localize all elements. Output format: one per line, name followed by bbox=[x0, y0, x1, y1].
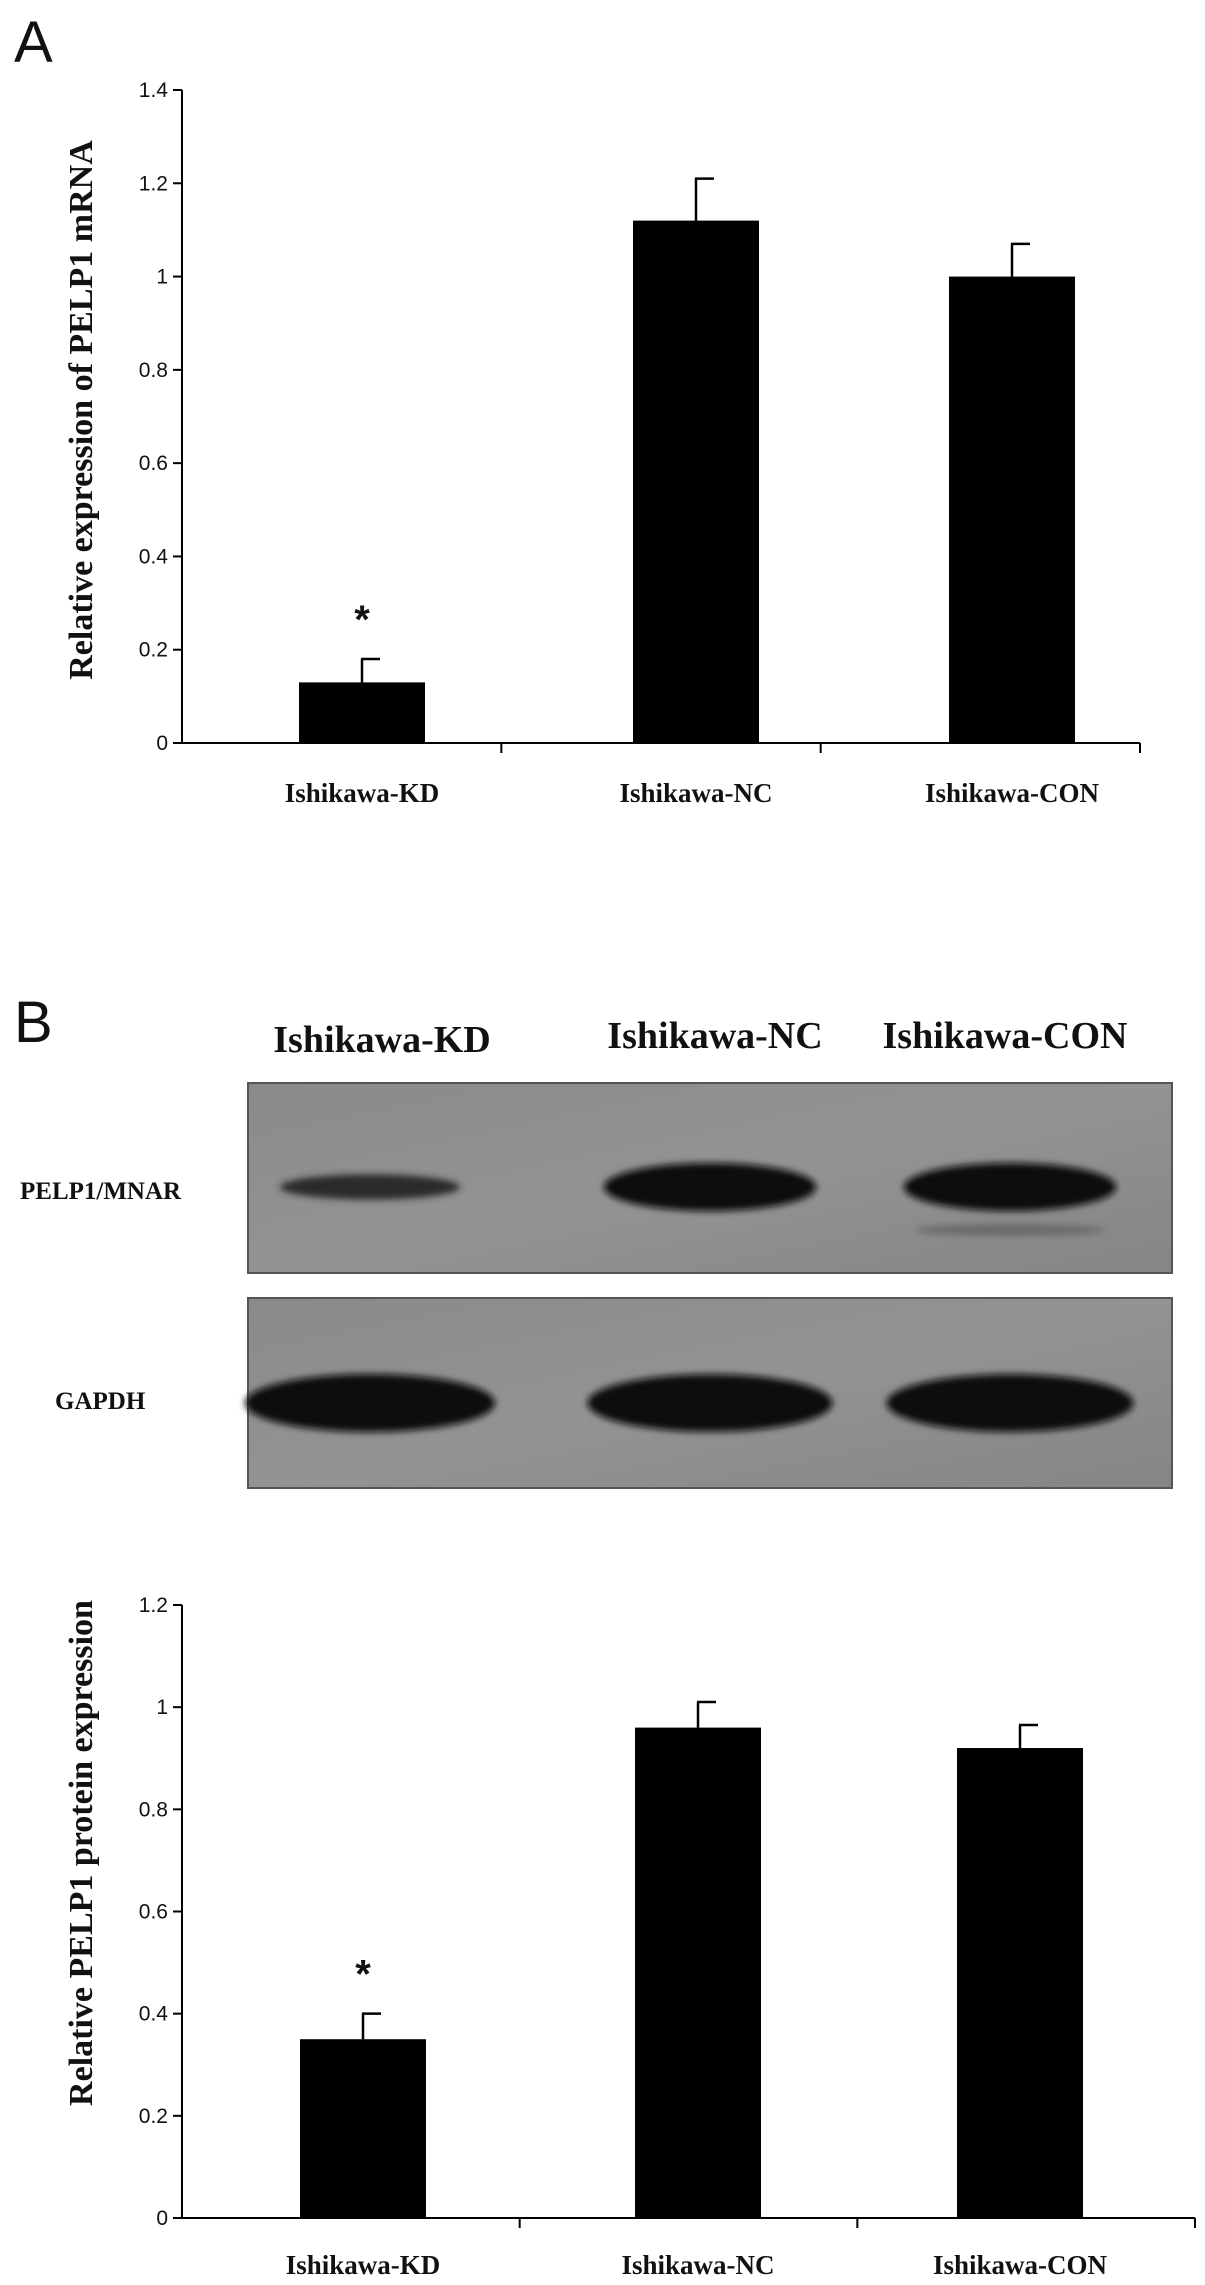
blot-band bbox=[587, 1374, 833, 1432]
bar bbox=[633, 220, 759, 744]
blot-row-label-pelp1: PELP1/MNAR bbox=[20, 1178, 182, 1205]
y-tick-label: 0.4 bbox=[139, 545, 169, 568]
x-category-label: Ishikawa-NC bbox=[621, 2250, 774, 2280]
x-category-label: Ishikawa-CON bbox=[925, 778, 1100, 808]
chart-b-y-axis-label-group: Relative PELP1 protein expression bbox=[63, 1600, 100, 2106]
y-tick-label: 1.4 bbox=[139, 79, 169, 102]
significance-marker: * bbox=[355, 1953, 371, 1997]
x-category-label: Ishikawa-KD bbox=[286, 2250, 441, 2280]
y-tick-label: 1 bbox=[156, 266, 168, 289]
y-tick-label: 0.6 bbox=[139, 452, 168, 475]
chart-b-protein: Relative PELP1 protein expression 0 0.2 0.… bbox=[63, 1594, 1196, 2280]
bar bbox=[300, 2039, 426, 2218]
panel-letter-b: B bbox=[14, 990, 53, 1055]
x-category-label: Ishikawa-NC bbox=[619, 778, 772, 808]
chart-a-y-axis-label: Relative expression of PELP1 mRNA bbox=[63, 140, 100, 680]
y-tick-label: 0.2 bbox=[139, 2105, 168, 2128]
bar bbox=[957, 1748, 1083, 2218]
chart-b-y-axis-label: Relative PELP1 protein expression bbox=[63, 1600, 100, 2106]
y-tick-label: 0.2 bbox=[139, 639, 168, 662]
blot-band-faint bbox=[915, 1224, 1105, 1236]
y-tick-label: 0.8 bbox=[139, 359, 168, 382]
y-tick-label: 0.8 bbox=[139, 1798, 168, 1821]
blot-band bbox=[886, 1374, 1134, 1432]
x-category-label: Ishikawa-KD bbox=[285, 778, 440, 808]
chart-a-y-axis-label-group: Relative expression of PELP1 mRNA bbox=[63, 140, 100, 680]
y-tick-label: 1.2 bbox=[139, 172, 168, 195]
y-tick-label: 0.4 bbox=[139, 2003, 169, 2026]
bar bbox=[949, 276, 1075, 743]
x-category-label: Ishikawa-CON bbox=[933, 2250, 1108, 2280]
y-tick-label: 1 bbox=[156, 1696, 168, 1719]
bar bbox=[635, 1727, 761, 2218]
chart-a-mrna: Relative expression of PELP1 mRNA 0 0.2 0.… bbox=[63, 79, 1141, 808]
blot-row-label-gapdh: GAPDH bbox=[55, 1388, 146, 1415]
blot-lane-label-con: Ishikawa-CON bbox=[883, 1015, 1128, 1057]
blot-lane-label-kd: Ishikawa-KD bbox=[273, 1019, 491, 1061]
blot-bands bbox=[245, 1162, 1134, 1432]
y-tick-label: 0 bbox=[156, 2207, 168, 2230]
blot-band bbox=[245, 1374, 495, 1432]
blot-band bbox=[903, 1162, 1117, 1212]
y-tick-label: 0.6 bbox=[139, 1901, 168, 1924]
y-tick-label: 1.2 bbox=[139, 1594, 168, 1617]
blot-band bbox=[603, 1162, 817, 1212]
blot-band bbox=[279, 1174, 461, 1200]
significance-marker: * bbox=[354, 598, 370, 642]
y-tick-label: 0 bbox=[156, 732, 168, 755]
blot-lane-label-nc: Ishikawa-NC bbox=[607, 1015, 822, 1057]
panel-letter-a: A bbox=[14, 10, 53, 75]
western-blot: Ishikawa-KD Ishikawa-NC Ishikawa-CON PEL… bbox=[20, 1015, 1173, 1489]
bar bbox=[299, 682, 425, 743]
